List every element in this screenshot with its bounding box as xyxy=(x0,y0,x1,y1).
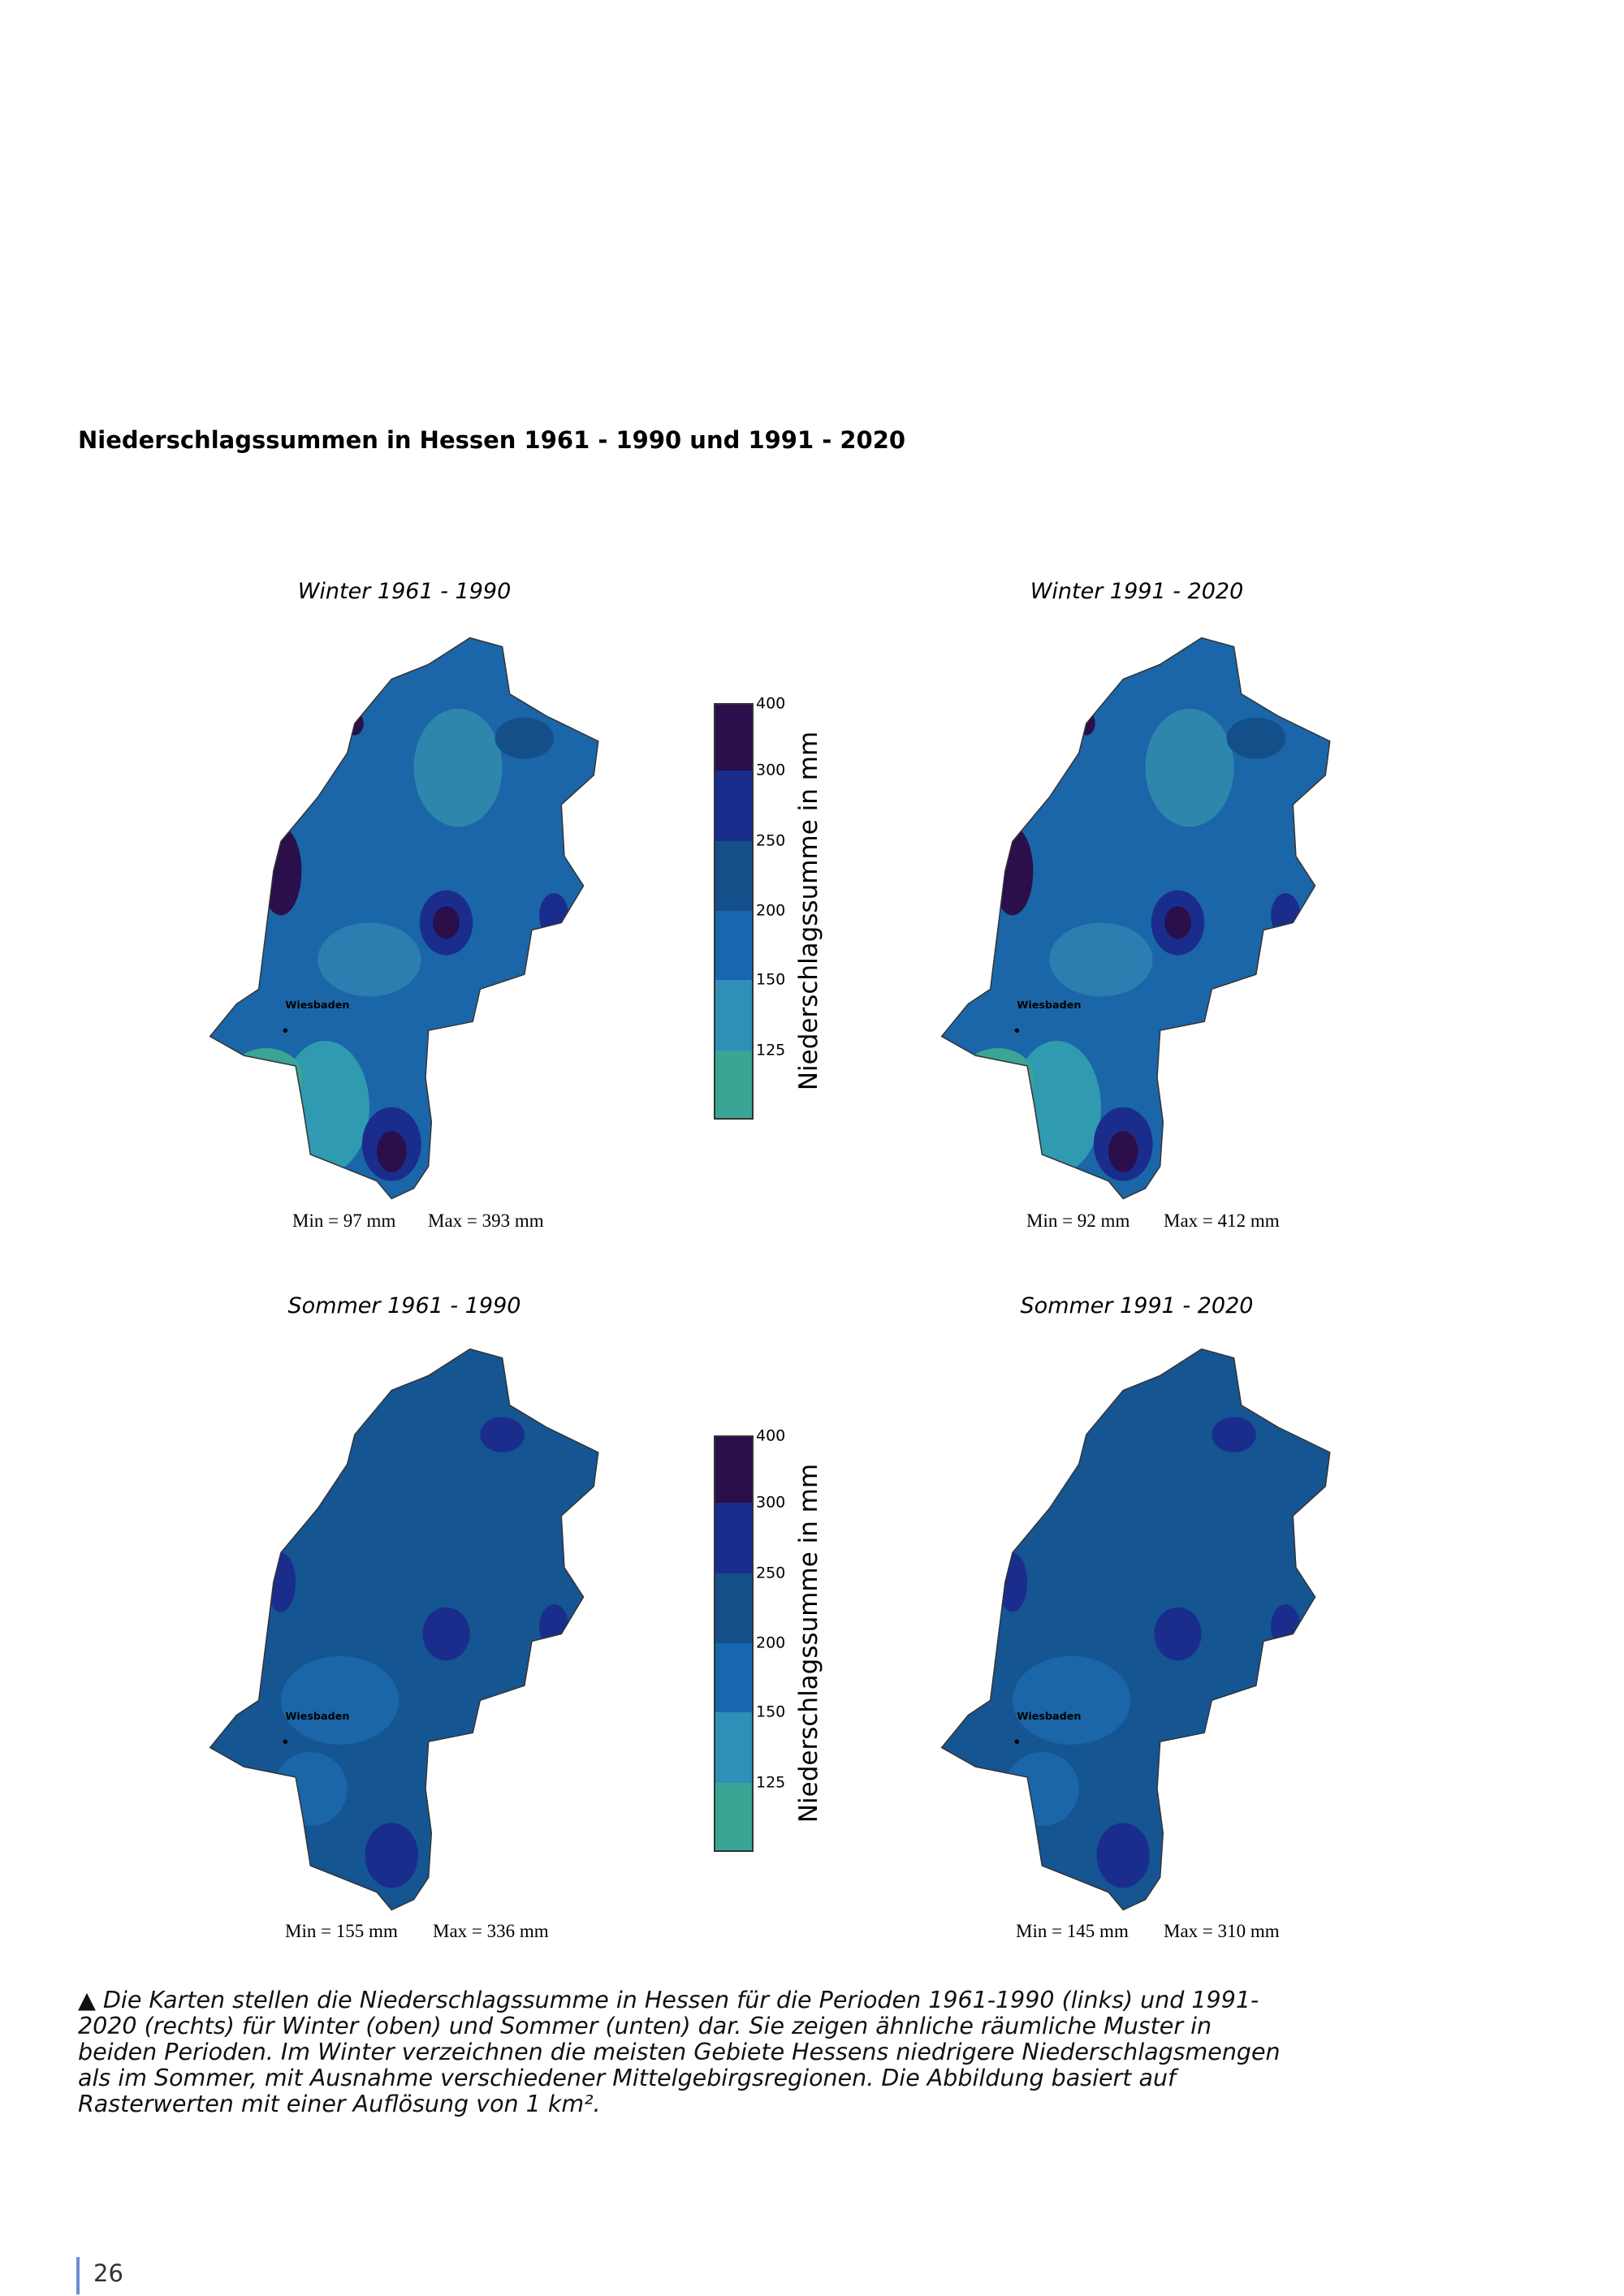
map: Wiesbaden xyxy=(207,635,606,1211)
colorbar-tick: 300 xyxy=(756,1494,785,1512)
colorbar-tick: 200 xyxy=(756,1634,785,1652)
colorbar-tick: 250 xyxy=(756,832,785,850)
colorbar-label: Niederschlagssumme in mm xyxy=(794,1464,823,1823)
title: Niederschlagssummen in Hessen 1961 - 199… xyxy=(78,426,905,454)
colorbar-tick: 400 xyxy=(756,695,785,713)
colorbar: 400 300 250 200 150 125 Niederschlagssum… xyxy=(714,695,823,1120)
city-label: Wiesbaden xyxy=(285,1710,349,1722)
city-label: Wiesbaden xyxy=(1017,1710,1081,1722)
map: Wiesbaden xyxy=(939,635,1337,1211)
colorbar-tick: 200 xyxy=(756,902,785,920)
colorbar-tick: 400 xyxy=(756,1427,785,1445)
max-label: Max = 336 mm xyxy=(433,1921,549,1941)
colorbar-tick: 150 xyxy=(756,1703,785,1721)
colorbar-tick: 125 xyxy=(756,1774,785,1792)
min-label: Min = 97 mm xyxy=(292,1211,395,1231)
colorbar-tick: 125 xyxy=(756,1042,785,1060)
min-label: Min = 145 mm xyxy=(1016,1921,1129,1941)
colorbar-label: Niederschlagssumme in mm xyxy=(794,732,823,1090)
map-title: Sommer 1991 - 2020 xyxy=(1021,1293,1254,1318)
map-title: Sommer 1961 - 1990 xyxy=(288,1293,521,1318)
max-label: Max = 412 mm xyxy=(1164,1211,1280,1231)
colorbar: 400 300 250 200 150 125 Niederschlagssum… xyxy=(714,1427,823,1852)
map-title: Winter 1991 - 2020 xyxy=(1030,579,1244,604)
city-label: Wiesbaden xyxy=(285,999,349,1011)
caption: ▲ Die Karten stellen die Niederschlagssu… xyxy=(78,1987,1281,2117)
colorbar-tick: 300 xyxy=(756,762,785,779)
map: Wiesbaden xyxy=(207,1346,606,1922)
max-label: Max = 310 mm xyxy=(1164,1921,1280,1941)
max-label: Max = 393 mm xyxy=(428,1211,544,1231)
map: Wiesbaden xyxy=(939,1346,1337,1922)
city-label: Wiesbaden xyxy=(1017,999,1081,1011)
page-number: 26 xyxy=(93,2259,123,2287)
min-label: Min = 92 mm xyxy=(1026,1211,1129,1231)
map-title: Winter 1961 - 1990 xyxy=(298,579,512,604)
colorbar-tick: 250 xyxy=(756,1564,785,1582)
page-marker xyxy=(76,2257,80,2294)
min-label: Min = 155 mm xyxy=(285,1921,398,1941)
colorbar-tick: 150 xyxy=(756,971,785,989)
